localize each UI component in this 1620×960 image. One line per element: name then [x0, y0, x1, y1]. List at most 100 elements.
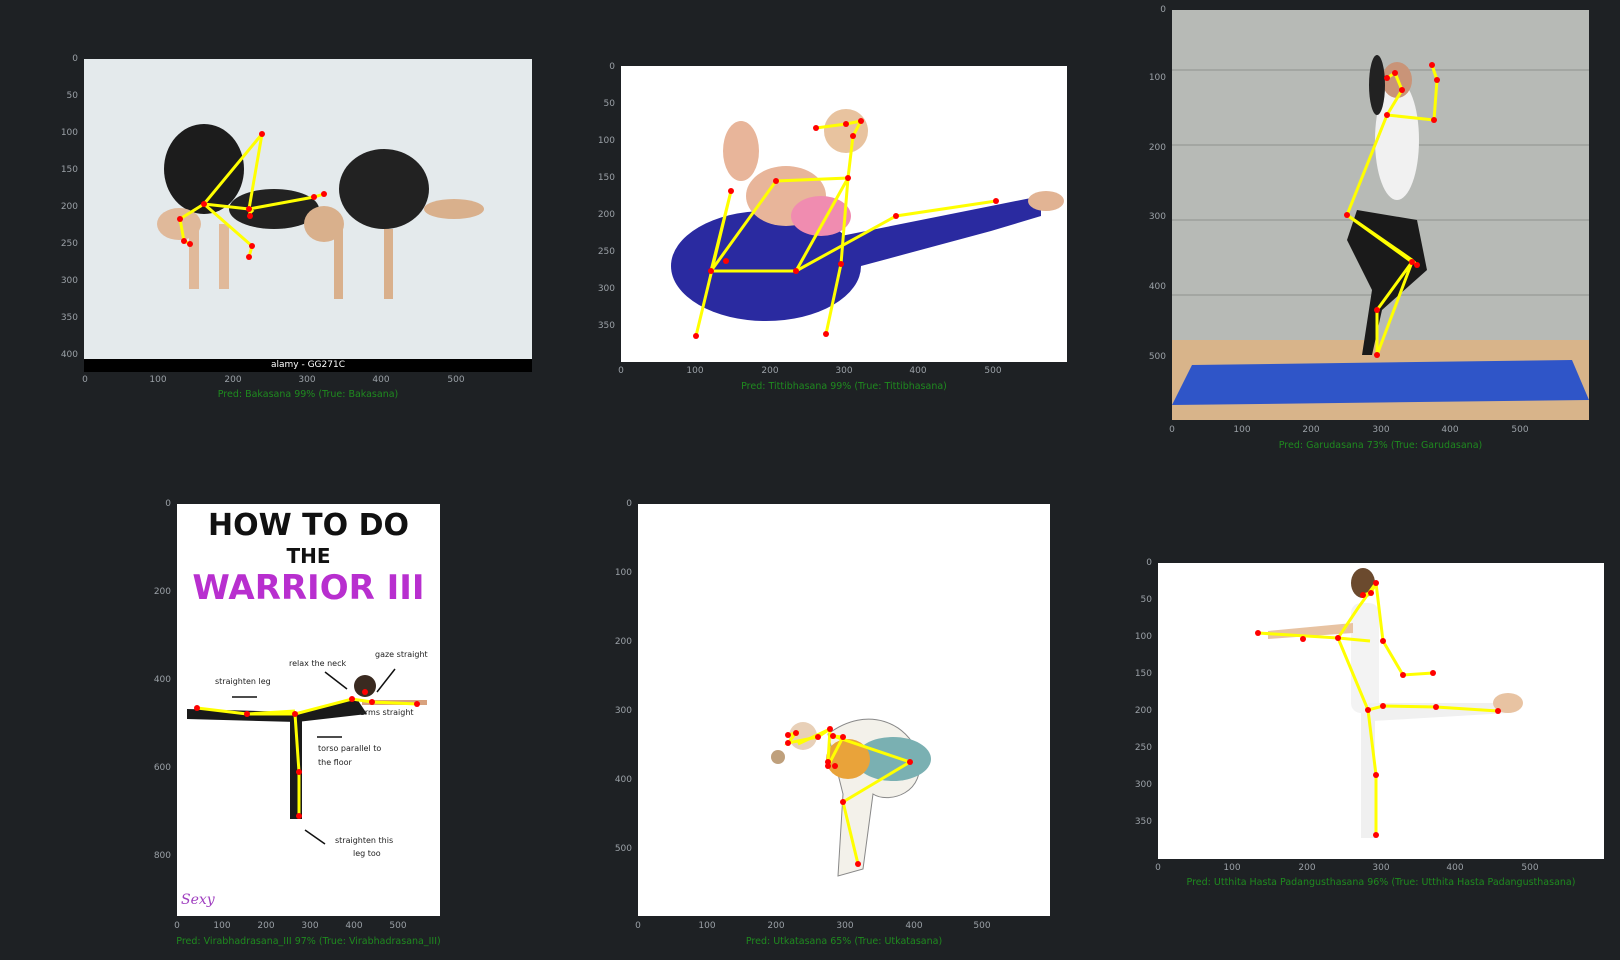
xtick: 400: [1446, 863, 1464, 873]
note-leg-too: leg too: [353, 849, 381, 858]
ytick: 250: [1134, 743, 1152, 753]
ytick: 200: [60, 202, 78, 212]
xtick: 200: [1302, 425, 1320, 435]
xtick: 300: [1372, 863, 1390, 873]
xtick: 500: [984, 366, 1002, 376]
photo-bakasana: [84, 59, 532, 372]
ytick: 50: [603, 99, 615, 109]
ytick: 200: [597, 210, 615, 220]
ytick: 50: [1140, 595, 1152, 605]
xtick: 400: [1441, 425, 1459, 435]
xtick: 0: [1155, 863, 1161, 873]
ytick: 0: [626, 499, 632, 509]
ytick: 0: [609, 62, 615, 72]
xtick: 100: [686, 366, 704, 376]
xtick: 200: [224, 375, 242, 385]
caption-bakasana: Pred: Bakasana 99% (True: Bakasana): [217, 389, 399, 400]
ytick: 800: [153, 851, 171, 861]
xtick: 400: [909, 366, 927, 376]
note-straighten-leg: straighten leg: [215, 677, 271, 686]
image-virabhadrasana: HOW TO DO THE WARRIOR III: [177, 504, 440, 916]
xtick: 200: [767, 921, 785, 931]
xtick: 100: [1223, 863, 1241, 873]
xtick: 300: [836, 921, 854, 931]
image-bakasana: alamy - GG271C: [84, 59, 532, 372]
image-utkatasana: [638, 504, 1050, 916]
ytick: 0: [1146, 558, 1152, 568]
xtick: 300: [298, 375, 316, 385]
xtick: 200: [1298, 863, 1316, 873]
ytick: 500: [614, 844, 632, 854]
ytick: 0: [165, 499, 171, 509]
ytick: 400: [614, 775, 632, 785]
xtick: 500: [447, 375, 465, 385]
note-the-floor: the floor: [318, 758, 352, 767]
xtick: 100: [1233, 425, 1251, 435]
ytick: 0: [72, 54, 78, 64]
ytick: 150: [1134, 669, 1152, 679]
xtick: 0: [82, 375, 88, 385]
xtick: 0: [1169, 425, 1175, 435]
illustration-utkatasana: [638, 504, 1050, 916]
xtick: 0: [635, 921, 641, 931]
poster-title-line3: WARRIOR III: [192, 568, 425, 608]
ytick: 100: [60, 128, 78, 138]
note-arms-straight: arms straight: [360, 708, 414, 717]
caption-utkatasana: Pred: Utkatasana 65% (True: Utkatasana): [745, 936, 943, 947]
xtick: 100: [213, 921, 231, 931]
ytick: 300: [1134, 780, 1152, 790]
ytick: 400: [153, 675, 171, 685]
ytick: 100: [1148, 73, 1166, 83]
ytick: 250: [60, 239, 78, 249]
caption-utthita: Pred: Utthita Hasta Padangusthasana 96% …: [1186, 877, 1576, 888]
photo-utthita: [1158, 563, 1604, 859]
xtick: 0: [618, 366, 624, 376]
poster-title-line2: THE: [286, 544, 331, 568]
ytick: 500: [1148, 352, 1166, 362]
ytick: 400: [60, 350, 78, 360]
xtick: 200: [257, 921, 275, 931]
ytick: 300: [60, 276, 78, 286]
ytick: 100: [614, 568, 632, 578]
ytick: 600: [153, 763, 171, 773]
xtick: 500: [1511, 425, 1529, 435]
photo-garudasana: [1172, 10, 1589, 420]
ytick: 150: [60, 165, 78, 175]
caption-garudasana: Pred: Garudasana 73% (True: Garudasana): [1278, 440, 1483, 451]
ytick: 200: [1148, 143, 1166, 153]
ytick: 350: [1134, 817, 1152, 827]
xtick: 100: [698, 921, 716, 931]
xtick: 400: [905, 921, 923, 931]
poster-logo: Sexy: [181, 892, 215, 908]
note-gaze-straight: gaze straight: [375, 650, 428, 659]
ytick: 150: [597, 173, 615, 183]
watermark-text: alamy - GG271C: [270, 360, 345, 370]
note-straighten-this: straighten this: [335, 836, 394, 845]
ytick: 200: [614, 637, 632, 647]
ytick: 400: [1148, 282, 1166, 292]
ytick: 300: [597, 284, 615, 294]
note-torso-parallel: torso parallel to: [318, 744, 382, 753]
note-relax-neck: relax the neck: [289, 659, 347, 668]
ytick: 100: [597, 136, 615, 146]
ytick: 250: [597, 247, 615, 257]
image-tittibhasana: [621, 66, 1067, 362]
ytick: 0: [1160, 5, 1166, 15]
ytick: 200: [153, 587, 171, 597]
ytick: 300: [1148, 212, 1166, 222]
poster-title-line1: HOW TO DO: [208, 508, 409, 543]
xtick: 0: [174, 921, 180, 931]
xtick: 500: [973, 921, 991, 931]
ytick: 350: [597, 321, 615, 331]
xtick: 400: [372, 375, 390, 385]
xtick: 300: [301, 921, 319, 931]
caption-tittibhasana: Pred: Tittibhasana 99% (True: Tittibhasa…: [741, 381, 947, 392]
ytick: 50: [66, 91, 78, 101]
ytick: 350: [60, 313, 78, 323]
image-garudasana: [1172, 10, 1589, 420]
ytick: 300: [614, 706, 632, 716]
xtick: 300: [835, 366, 853, 376]
xtick: 200: [761, 366, 779, 376]
xtick: 300: [1372, 425, 1390, 435]
xtick: 400: [345, 921, 363, 931]
